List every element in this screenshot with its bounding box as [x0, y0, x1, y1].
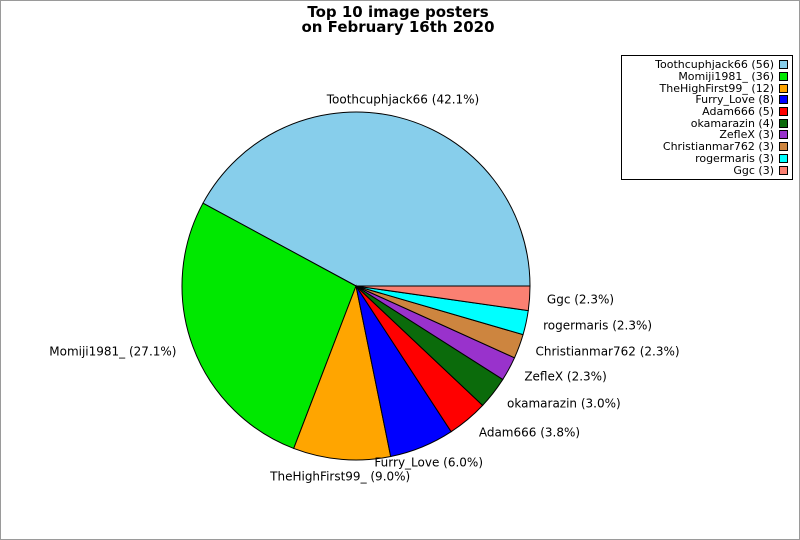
legend-swatch	[779, 107, 788, 117]
slice-label-furry_love: Furry_Love (6.0%)	[374, 455, 484, 470]
legend-label: Furry_Love (8)	[695, 93, 774, 107]
legend-swatch	[779, 95, 788, 105]
legend-item-adam666: Adam666 (5)	[625, 106, 788, 118]
pie-slice-ggc	[355, 285, 531, 312]
legend-swatch	[779, 83, 788, 93]
legend-label: okamarazin (4)	[690, 116, 774, 130]
legend-label: Adam666 (5)	[702, 105, 774, 119]
legend-swatch	[779, 118, 788, 128]
legend-item-thehighfirst99_: TheHighFirst99_ (12)	[625, 82, 788, 94]
slice-label-okamarazin: okamarazin (3.0%)	[507, 396, 621, 411]
legend-swatch	[779, 72, 788, 82]
slice-label-rogermaris: rogermaris (2.3%)	[543, 318, 653, 333]
legend-label: ZefleX (3)	[719, 128, 774, 142]
legend-swatch	[779, 130, 788, 140]
legend-item-christianmar762: Christianmar762 (3)	[625, 141, 788, 153]
slice-label-adam666: Adam666 (3.8%)	[478, 425, 581, 440]
legend-label: Momiji1981_ (36)	[678, 70, 774, 84]
legend-label: Christianmar762 (3)	[662, 140, 774, 154]
legend-swatch	[779, 165, 788, 175]
pie-slice-momiji1981_	[181, 202, 357, 450]
slice-label-momiji1981_: Momiji1981_ (27.1%)	[49, 344, 177, 359]
legend-label: Ggc (3)	[733, 163, 774, 177]
pie-slice-thehighfirst99_	[293, 284, 392, 461]
legend-label: rogermaris (3)	[695, 151, 774, 165]
chart-title-line1: Top 10 image posters	[307, 3, 489, 21]
slice-label-toothcuphjack66: Toothcuphjack66 (42.1%)	[326, 92, 480, 107]
legend-item-okamarazin: okamarazin (4)	[625, 117, 788, 129]
legend-item-ggc: Ggc (3)	[625, 164, 788, 176]
chart-title-line2: on February 16th 2020	[301, 18, 495, 36]
slice-label-christianmar762: Christianmar762 (2.3%)	[535, 344, 680, 359]
slice-label-zeflex: ZefleX (2.3%)	[524, 369, 607, 384]
pie-slice-toothcuphjack66	[202, 111, 531, 287]
legend-label: Toothcuphjack66 (56)	[655, 58, 774, 72]
legend-item-zeflex: ZefleX (3)	[625, 129, 788, 141]
legend-item-momiji1981_: Momiji1981_ (36)	[625, 71, 788, 83]
chart-title: Top 10 image posters on February 16th 20…	[1, 5, 795, 35]
legend: Toothcuphjack66 (56) Momiji1981_ (36) TheH…	[621, 55, 793, 180]
legend-item-rogermaris: rogermaris (3)	[625, 153, 788, 165]
legend-swatch	[779, 142, 788, 152]
legend-swatch	[779, 60, 788, 70]
slice-label-ggc: Ggc (2.3%)	[546, 292, 615, 307]
legend-swatch	[779, 153, 788, 163]
slice-label-thehighfirst99_: TheHighFirst99_ (9.0%)	[270, 469, 411, 484]
legend-item-toothcuphjack66: Toothcuphjack66 (56)	[625, 59, 788, 71]
legend-item-furry_love: Furry_Love (8)	[625, 94, 788, 106]
legend-label: TheHighFirst99_ (12)	[659, 81, 774, 95]
